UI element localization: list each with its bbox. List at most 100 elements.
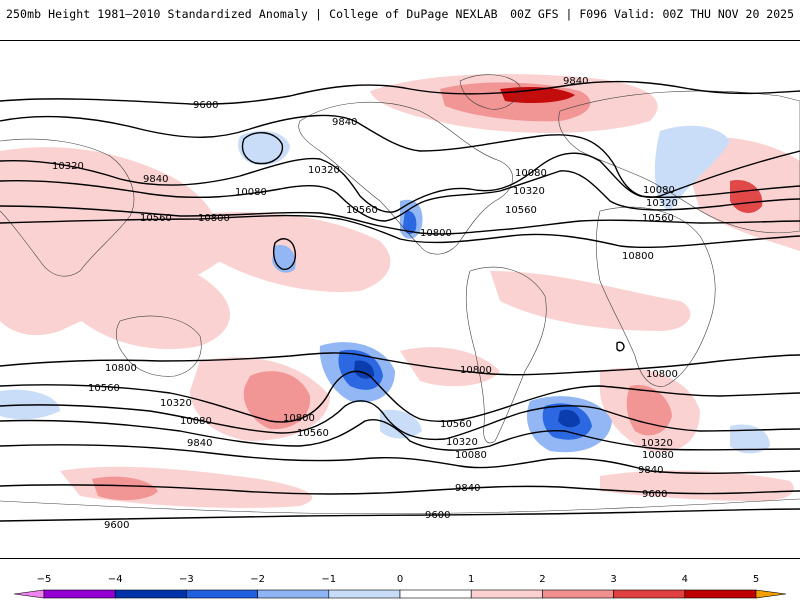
contour-label: 9840 <box>187 438 212 449</box>
colorbar-segment <box>684 589 757 599</box>
negative-anomaly-area <box>380 409 422 439</box>
colorbar-segment <box>257 589 330 599</box>
contour-label: 10080 <box>515 168 547 179</box>
greenland-outline <box>459 74 521 110</box>
strong-negative-anomaly <box>403 210 417 235</box>
positive-anomaly-area <box>600 470 794 501</box>
contour-label: 10800 <box>646 369 678 380</box>
colorbar-segment <box>542 589 614 599</box>
anomaly-colorbar <box>13 589 787 599</box>
contour-label: 10560 <box>297 428 329 439</box>
closed-contour <box>616 341 625 352</box>
contour-label: 10560 <box>88 383 120 394</box>
contour-label: 10800 <box>460 365 492 376</box>
contour-label: 9600 <box>642 489 667 500</box>
positive-anomaly-area <box>490 271 691 331</box>
positive-anomaly-area <box>400 347 500 387</box>
colorbar-tick-label: −3 <box>179 574 194 585</box>
contour-line <box>0 214 800 249</box>
anomaly-map: 9600 9840 9840 10080 10320 10560 10800 1… <box>0 74 800 531</box>
contour-label: 10800 <box>105 363 137 374</box>
colorbar-segment <box>186 589 258 599</box>
contour-label: 10320 <box>646 198 678 209</box>
contour-label: 10560 <box>346 205 378 216</box>
contour-label: 9840 <box>563 76 588 87</box>
contour-label: 9600 <box>425 510 450 521</box>
colorbar-segment <box>613 589 686 599</box>
contour-label: 9600 <box>193 100 218 111</box>
contour-label: 10800 <box>198 213 230 224</box>
colorbar-tick-label: −2 <box>250 574 265 585</box>
contour-line <box>0 444 800 474</box>
positive-anomaly-area <box>60 247 230 350</box>
north-america-outline <box>298 102 514 255</box>
contour-label: 10320 <box>513 186 545 197</box>
strong-positive-anomaly <box>730 180 763 213</box>
colorbar-tick-label: 3 <box>610 574 617 585</box>
map-title: 250mb Height 1981–2010 Standardized Anom… <box>6 7 498 21</box>
contour-label: 10320 <box>641 438 673 449</box>
contour-line <box>0 484 800 495</box>
map-panel: 9600 9840 9840 10080 10320 10560 10800 1… <box>0 40 800 559</box>
header: 250mb Height 1981–2010 Standardized Anom… <box>0 0 800 40</box>
closed-contour <box>241 132 284 165</box>
colorbar-tick-label: 2 <box>539 574 546 585</box>
coastlines <box>0 74 800 515</box>
colorbar-tick-label: 4 <box>681 574 688 585</box>
colorbar-tick-label: 1 <box>468 574 475 585</box>
colorbar-segment <box>114 589 187 599</box>
colorbar-segment <box>399 589 472 599</box>
contour-label: 10320 <box>446 437 478 448</box>
colorbar-tick-label: 5 <box>752 574 760 585</box>
contour-line <box>0 419 800 451</box>
contour-label: 10560 <box>505 205 537 216</box>
contour-label: 10080 <box>455 450 487 461</box>
contour-label: 10320 <box>308 165 340 176</box>
colorbar-segment <box>43 589 116 599</box>
contour-label: 10320 <box>160 398 192 409</box>
colorbar-end-high <box>755 589 787 599</box>
colorbar-segment <box>470 589 543 599</box>
contour-label: 10080 <box>642 450 674 461</box>
asia-east-outline <box>0 138 135 277</box>
max-negative-anomaly <box>354 360 375 379</box>
colorbar-tick-label: −4 <box>107 574 123 585</box>
contour-label: 9840 <box>332 117 357 128</box>
contour-label: 10080 <box>180 416 212 427</box>
model-run-info: 00Z GFS | F096 Valid: 00Z THU NOV 20 202… <box>510 7 794 21</box>
colorbar-tick-label: −5 <box>36 574 52 585</box>
contour-labels: 9600 9840 9840 10080 10320 10560 10800 1… <box>52 76 678 531</box>
contour-line <box>0 370 800 423</box>
anomaly-shading <box>0 74 800 508</box>
contour-line <box>0 400 800 441</box>
contour-line <box>0 170 800 222</box>
contour-label: 10320 <box>52 161 84 172</box>
contour-label: 10080 <box>643 185 675 196</box>
south-america-outline <box>465 266 547 444</box>
contour-label: 9840 <box>455 483 480 494</box>
colorbar-segment <box>328 589 401 599</box>
strong-positive-anomaly <box>626 385 672 436</box>
contour-label: 10800 <box>283 413 315 424</box>
max-negative-anomaly <box>558 409 580 428</box>
contour-label: 9840 <box>143 174 168 185</box>
contour-line <box>0 508 800 522</box>
africa-outline <box>595 206 716 387</box>
contour-label: 9840 <box>638 465 663 476</box>
negative-anomaly-area <box>238 130 290 166</box>
contour-label: 10080 <box>235 187 267 198</box>
contour-line <box>0 352 800 376</box>
antarctica-outline <box>0 498 800 515</box>
contour-label: 10800 <box>622 251 654 262</box>
australia-outline <box>116 315 202 377</box>
colorbar-end-low <box>13 589 45 599</box>
negative-anomaly-area <box>730 424 770 454</box>
eurasia-outline <box>558 90 800 234</box>
contour-label: 9600 <box>104 520 129 531</box>
contour-line <box>0 205 800 235</box>
contour-label: 10560 <box>440 419 472 430</box>
colorbar-tick-label: −1 <box>321 574 337 585</box>
contour-label: 10560 <box>642 213 674 224</box>
height-contours <box>0 80 800 522</box>
closed-contour <box>273 238 297 270</box>
